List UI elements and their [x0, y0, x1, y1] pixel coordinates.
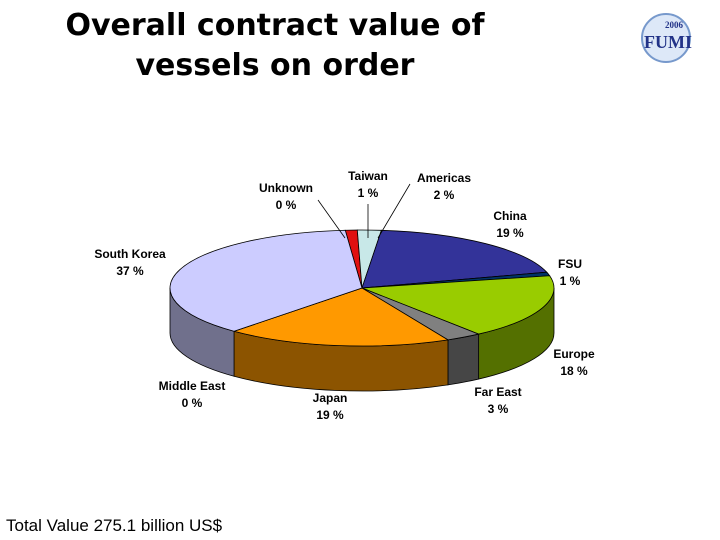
title: Overall contract value of vessels on ord…: [20, 6, 530, 86]
category-label: Middle East: [159, 379, 226, 393]
category-label: South Korea: [94, 247, 166, 261]
value-label: 0 %: [276, 198, 297, 212]
slice: [361, 229, 548, 289]
slice-side: [447, 333, 480, 386]
category-label: Taiwan: [348, 169, 388, 183]
logo-name: FUMI: [644, 32, 692, 52]
value-label: 0 %: [182, 396, 203, 410]
category-label: Americas: [417, 171, 471, 185]
leader-line: [377, 183, 411, 239]
slice: [361, 275, 555, 335]
title-line: Overall contract value of: [65, 8, 485, 43]
value-label: 18 %: [560, 364, 588, 378]
slice: [232, 287, 450, 347]
slice: [169, 229, 363, 332]
logo-ring: [641, 13, 691, 63]
category-label: Far East: [474, 385, 521, 399]
logo-year: 2006: [665, 20, 684, 30]
value-label: 2 %: [434, 188, 455, 202]
category-label: China: [493, 209, 527, 223]
note: Total Value 275.1 billion US$: [6, 516, 223, 535]
value-label: 3 %: [488, 402, 509, 416]
category-label: Europe: [553, 347, 595, 361]
value-label: 1 %: [560, 274, 581, 288]
leader-line: [317, 199, 346, 239]
value-label: 19 %: [496, 226, 524, 240]
category-label: FSU: [558, 257, 582, 271]
value-label: 19 %: [316, 408, 344, 422]
category-label: Japan: [313, 391, 348, 405]
title-line: vessels on order: [135, 48, 415, 83]
category-label: Unknown: [259, 181, 313, 195]
value-label: 1 %: [358, 186, 379, 200]
value-label: 37 %: [116, 264, 144, 278]
logo: 2006 FUMI: [641, 13, 692, 63]
